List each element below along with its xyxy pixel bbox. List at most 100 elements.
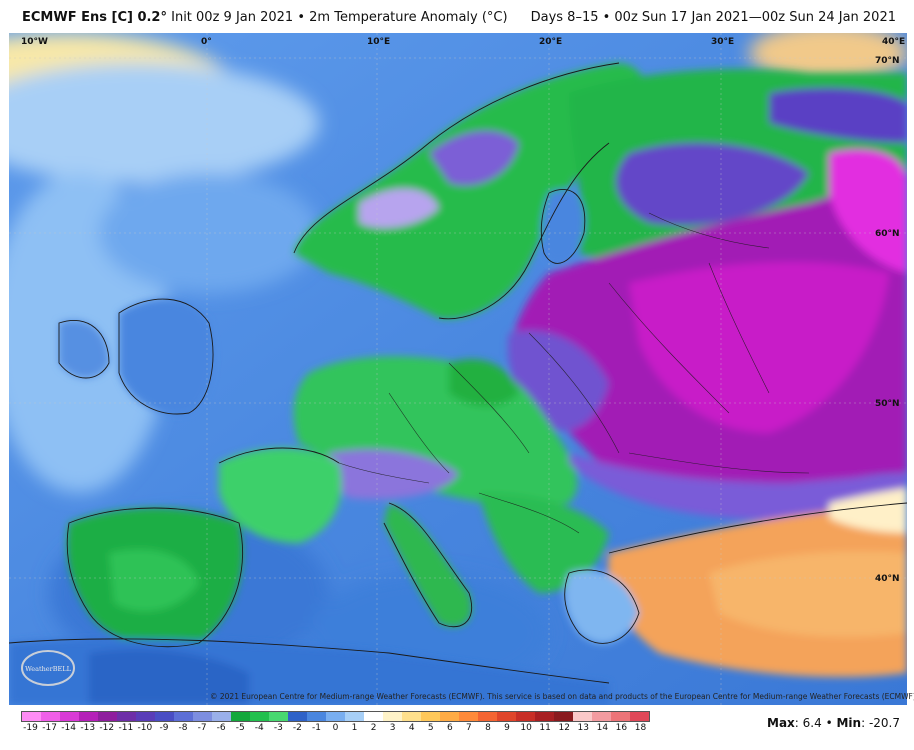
max-value: 6.4 (802, 716, 822, 730)
color-swatch (345, 712, 364, 721)
title-separator: • (297, 10, 306, 25)
color-swatch (60, 712, 79, 721)
color-tick-label: -1 (311, 723, 321, 733)
color-swatch (630, 712, 649, 721)
logo-text: WeatherBELL (25, 665, 71, 673)
color-tick-label: -4 (254, 723, 264, 733)
color-tick-label: 12 (558, 723, 570, 733)
color-swatch (98, 712, 117, 721)
color-tick-label: -19 (23, 723, 38, 733)
color-tick-label: 6 (446, 723, 453, 733)
color-swatch (269, 712, 288, 721)
color-swatch (22, 712, 41, 721)
lat-label-70n: 70°N (875, 56, 900, 66)
country-borders (338, 212, 810, 534)
anomaly-map: 10°W 0° 10°E 20°E 30°E 40°E 70°N 60°N 50… (9, 33, 907, 705)
lon-label-40e: 40°E (882, 37, 905, 47)
color-swatch (155, 712, 174, 721)
color-swatch (611, 712, 630, 721)
color-swatch (193, 712, 212, 721)
color-tick-label: 10 (520, 723, 532, 733)
color-tick-label: -14 (61, 723, 76, 733)
max-label: Max (767, 716, 795, 730)
copyright-notice: © 2021 European Centre for Medium-range … (210, 692, 914, 701)
color-tick-label: -12 (99, 723, 115, 733)
color-tick-label: -2 (292, 723, 302, 733)
graticule (9, 33, 907, 705)
latitude-labels: 70°N 60°N 50°N 40°N (875, 56, 900, 584)
field-name: 2m Temperature Anomaly (°C) (309, 10, 508, 25)
color-tick-label: -7 (197, 723, 207, 733)
color-swatch (79, 712, 98, 721)
color-swatch (136, 712, 155, 721)
color-tick-label: -6 (216, 723, 226, 733)
color-swatch (554, 712, 573, 721)
color-tick-label: 11 (539, 723, 551, 733)
color-tick-label: -3 (273, 723, 283, 733)
color-tick-label: 2 (370, 723, 377, 733)
degree-symbol: ° (160, 10, 167, 25)
color-scale-ticks: -19 -17 -14 -13 -12 -11 -10 -9 -8 -7 -6 -5 -4 -3 -2 -1 0… (21, 723, 650, 737)
color-swatch (326, 712, 345, 721)
color-tick-label: 7 (466, 723, 472, 733)
color-tick-label: 18 (634, 723, 647, 733)
lat-label-60n: 60°N (875, 229, 900, 239)
color-tick-label: -17 (42, 723, 57, 733)
field-stats: Max: 6.4 • Min: -20.7 (767, 716, 900, 730)
color-tick-label: 13 (577, 723, 590, 733)
valid-range: Days 8–15 • 00z Sun 17 Jan 2021—00z Sun … (530, 10, 896, 25)
lat-label-50n: 50°N (875, 399, 900, 409)
color-tick-label: 8 (485, 723, 491, 733)
land-anomaly-shading (9, 63, 907, 705)
color-swatch (516, 712, 535, 721)
init-time: Init 00z 9 Jan 2021 (171, 10, 294, 25)
color-swatch (383, 712, 402, 721)
color-tick-label: 1 (351, 723, 358, 733)
stats-separator: • (825, 716, 833, 730)
color-swatch (402, 712, 421, 721)
color-tick-label: -9 (159, 723, 169, 733)
map-header: ECMWF Ens [C] 0.2° Init 00z 9 Jan 2021 •… (0, 0, 914, 32)
color-tick-label: -10 (137, 723, 153, 733)
color-swatch (459, 712, 478, 721)
color-swatch (592, 712, 611, 721)
color-tick-label: 3 (389, 723, 396, 733)
model-name: ECMWF Ens [C] 0.2 (22, 10, 161, 25)
color-swatch (117, 712, 136, 721)
map-title: ECMWF Ens [C] 0.2° Init 00z 9 Jan 2021 •… (22, 10, 508, 25)
color-tick-label: 5 (427, 723, 434, 733)
color-swatch (231, 712, 250, 721)
color-tick-label: -5 (235, 723, 245, 733)
color-swatch (478, 712, 497, 721)
color-tick-label: 16 (615, 723, 628, 733)
lon-label-30e: 30°E (711, 37, 734, 47)
color-swatch (421, 712, 440, 721)
color-swatch (174, 712, 193, 721)
lon-label-20e: 20°E (539, 37, 562, 47)
min-label: Min (836, 716, 862, 730)
color-tick-label: 9 (504, 723, 510, 733)
color-tick-label: 0 (332, 723, 339, 733)
color-swatch (535, 712, 554, 721)
color-tick-label: -11 (118, 723, 134, 733)
min-value: -20.7 (868, 716, 900, 730)
weatherbell-logo: WeatherBELL (20, 648, 76, 688)
color-swatch (440, 712, 459, 721)
color-swatch (41, 712, 60, 721)
color-tick-label: -13 (80, 723, 96, 733)
lat-label-40n: 40°N (875, 574, 900, 584)
coastlines (9, 62, 907, 684)
map-canvas: 10°W 0° 10°E 20°E 30°E 40°E 70°N 60°N 50… (9, 33, 907, 705)
color-tick-label: -8 (178, 723, 188, 733)
lon-label-10e: 10°E (367, 37, 390, 47)
color-swatch (288, 712, 307, 721)
color-tick-label: 14 (596, 723, 609, 733)
color-swatch (364, 712, 383, 721)
color-swatch (212, 712, 231, 721)
longitude-labels: 10°W 0° 10°E 20°E 30°E 40°E (21, 37, 905, 47)
color-tick-label: 4 (408, 723, 415, 733)
color-swatch (250, 712, 269, 721)
lon-label-0: 0° (201, 37, 212, 47)
color-swatch (307, 712, 326, 721)
lon-label-10w: 10°W (21, 37, 48, 47)
